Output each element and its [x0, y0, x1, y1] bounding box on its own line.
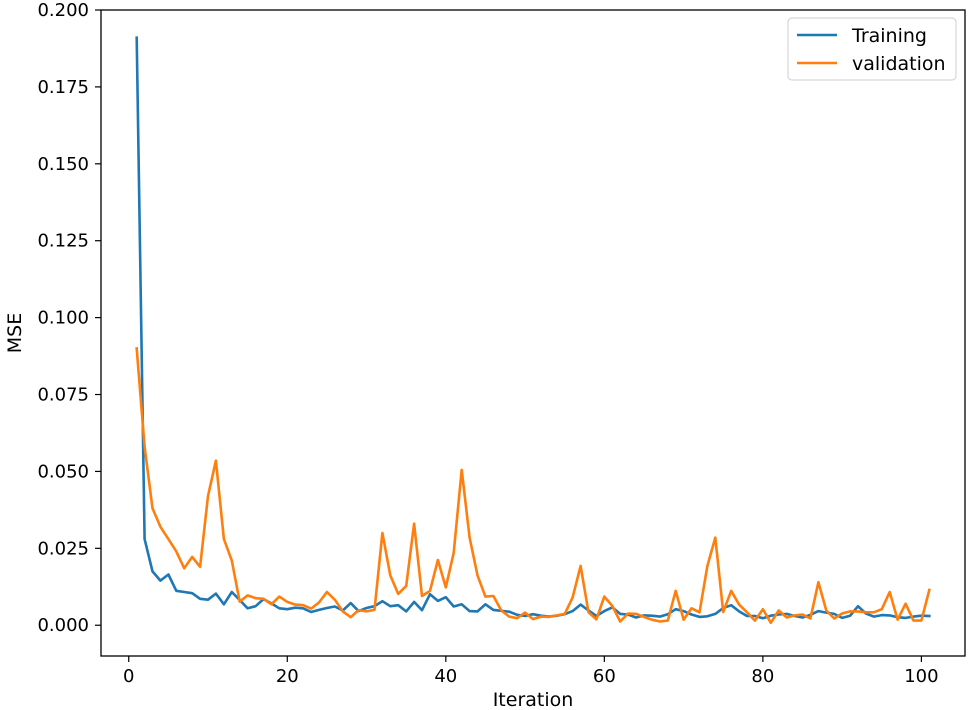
plot-frame — [100, 9, 966, 657]
y-tick-label: 0.150 — [37, 154, 89, 175]
legend: Training validation — [787, 17, 957, 81]
plot-area — [100, 9, 966, 657]
y-tick-label: 0.100 — [37, 308, 89, 329]
y-tick-label: 0.000 — [37, 615, 89, 636]
x-tick-label: 0 — [123, 666, 134, 687]
series-line-training — [135, 36, 931, 620]
x-tick-label: 100 — [904, 666, 938, 687]
x-axis-label: Iteration — [493, 689, 574, 710]
y-tick-label: 0.075 — [37, 385, 89, 406]
y-tick-label: 0.175 — [37, 77, 89, 98]
x-tick-label: 80 — [751, 666, 774, 687]
x-tick-label: 40 — [434, 666, 457, 687]
y-axis-label: MSE — [4, 313, 26, 353]
legend-label-validation: validation — [852, 53, 946, 75]
y-tick-label: 0.050 — [37, 461, 89, 482]
y-tick-label: 0.125 — [37, 231, 89, 252]
y-tick-label: 0.200 — [37, 0, 89, 21]
legend-label-training: Training — [851, 25, 927, 47]
series-line-validation — [135, 347, 931, 625]
y-axis-ticks: 0.000 0.025 0.050 0.075 0.100 0.125 0.150 0.175… — [37, 0, 101, 636]
x-tick-label: 20 — [276, 666, 299, 687]
x-tick-label: 60 — [593, 666, 616, 687]
y-tick-label: 0.025 — [37, 538, 89, 559]
legend-box — [787, 17, 957, 81]
series-layer — [135, 36, 931, 625]
x-axis-ticks: 0 20 40 60 80 100 — [123, 656, 939, 687]
